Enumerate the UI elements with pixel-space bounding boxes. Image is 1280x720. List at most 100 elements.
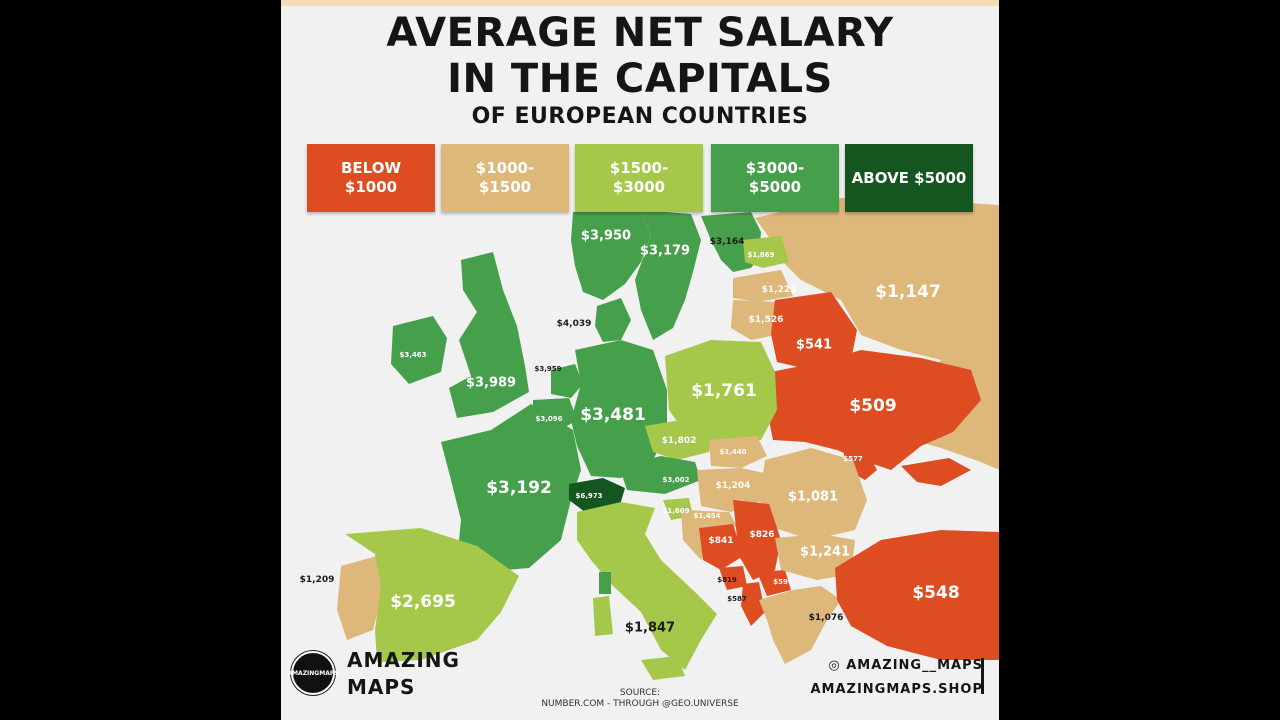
title-line-1: AVERAGE NET SALARY [386,10,894,56]
region-denmark [595,298,631,342]
legend-label: ABOVE $5000 [851,168,967,187]
legend-label: BELOW $1000 [341,159,401,196]
value-bosnia: $841 [708,536,734,546]
region-poland [665,340,777,442]
region-montenegro [719,566,747,590]
region-bulgaria [775,534,855,580]
legend-label: $1000- [475,159,535,177]
region-france [441,404,581,572]
region-albania [741,582,765,626]
region-germany [571,340,667,478]
value-moldova: $577 [843,455,863,463]
legend-label: $5000 [748,178,802,196]
value-bulgaria: $1,241 [799,544,851,560]
value-sweden: $3,179 [639,243,691,259]
region-sicily [641,656,685,680]
value-netherlands: $3,959 [534,365,562,373]
value-hungary: $1,204 [715,481,751,491]
region-slovakia [709,436,767,468]
region-czechia [645,420,713,460]
region-ukraine [767,350,981,470]
legend-below-1000: BELOW $1000 [307,144,435,212]
region-greece [759,586,841,664]
top-strip [281,0,999,6]
region-corsica [599,572,611,594]
region-crimea [901,458,971,486]
logo-line-2: MAPS [319,669,339,677]
europe-map [337,198,999,680]
value-belarus: $541 [795,337,833,353]
value-denmark: $4,039 [556,319,592,329]
infographic-poster: AVERAGE NET SALARY IN THE CAPITALS OF EU… [281,0,999,720]
region-portugal [337,556,383,640]
value-norway: $3,950 [580,228,632,244]
region-sweden [635,210,701,340]
region-bosnia [699,524,743,570]
value-belgium: $3,096 [535,415,563,423]
source-label: SOURCE: [619,688,661,698]
value-slovakia: $1,440 [719,448,747,456]
region-serbia [733,500,781,580]
source-text: NUMBER.COM - THROUGH @GEO.UNIVERSE [541,699,739,709]
region-norway [571,210,651,300]
value-greece: $1,076 [808,613,844,623]
value-russia: $1,147 [875,282,941,302]
region-italy [577,502,717,670]
region-belarus [771,292,857,370]
value-estonia: $1,869 [747,251,775,259]
value-portugal: $1,209 [299,575,335,585]
value-serbia: $826 [749,530,775,540]
region-hungary [697,468,769,512]
region-netherlands [551,364,583,398]
region-north-macedonia [757,570,791,596]
brand-line-1: AMAZING [347,648,460,672]
value-finland: $3,164 [709,237,745,247]
region-latvia [733,270,793,302]
value-ireland: $3,463 [399,351,427,359]
value-north-macedonia: $596 [773,578,793,586]
region-austria [619,456,701,494]
legend-3000-5000: $3000- $5000 [711,144,839,212]
region-spain [345,528,519,662]
amazing-maps-logo: AMAZING MAPS [287,651,339,695]
region-turkey [835,530,999,660]
value-slovenia: $1,609 [662,507,690,515]
region-uk [449,252,529,418]
value-poland: $1,761 [691,381,757,401]
value-albania: $587 [727,595,747,603]
logo-line-1: AMAZING [287,669,320,677]
title-line-2: IN THE CAPITALS [447,56,833,102]
logo-text: AMAZING MAPS [287,653,338,693]
brand-line-2: MAPS [347,675,416,699]
legend-label: $1500 [478,178,532,196]
value-spain: $2,695 [390,592,456,612]
legend-label: $1500- [609,159,669,177]
divider-bar [981,658,984,694]
value-ukraine: $509 [849,396,897,416]
value-turkey: $548 [912,583,960,603]
value-austria: $3,002 [662,476,690,484]
value-czechia: $1,802 [661,436,697,446]
legend-above-5000: ABOVE $5000 [845,144,973,212]
value-france: $3,192 [486,478,552,498]
region-ireland [391,316,447,384]
instagram-handle: ◎ AMAZING__MAPS [828,658,983,673]
legend-1500-3000: $1500- $3000 [575,144,703,212]
legend-1000-1500: $1000- $1500 [441,144,569,212]
value-germany: $3,481 [580,405,646,425]
region-estonia [743,236,789,268]
region-lithuania [731,300,781,340]
value-switzerland: $6,973 [575,492,603,500]
value-uk: $3,989 [465,375,517,391]
shop-url: AMAZINGMAPS.SHOP [810,682,983,697]
value-montenegro: $819 [717,576,737,584]
title-line-3: OF EUROPEAN COUNTRIES [471,104,809,129]
value-lithuania: $1,526 [748,315,784,325]
value-romania: $1,081 [787,489,839,505]
value-italy: $1,847 [624,620,676,636]
legend-label: $3000 [612,178,666,196]
region-romania [759,448,867,540]
value-croatia: $1,454 [693,512,721,520]
value-latvia: $1,223 [761,285,797,295]
